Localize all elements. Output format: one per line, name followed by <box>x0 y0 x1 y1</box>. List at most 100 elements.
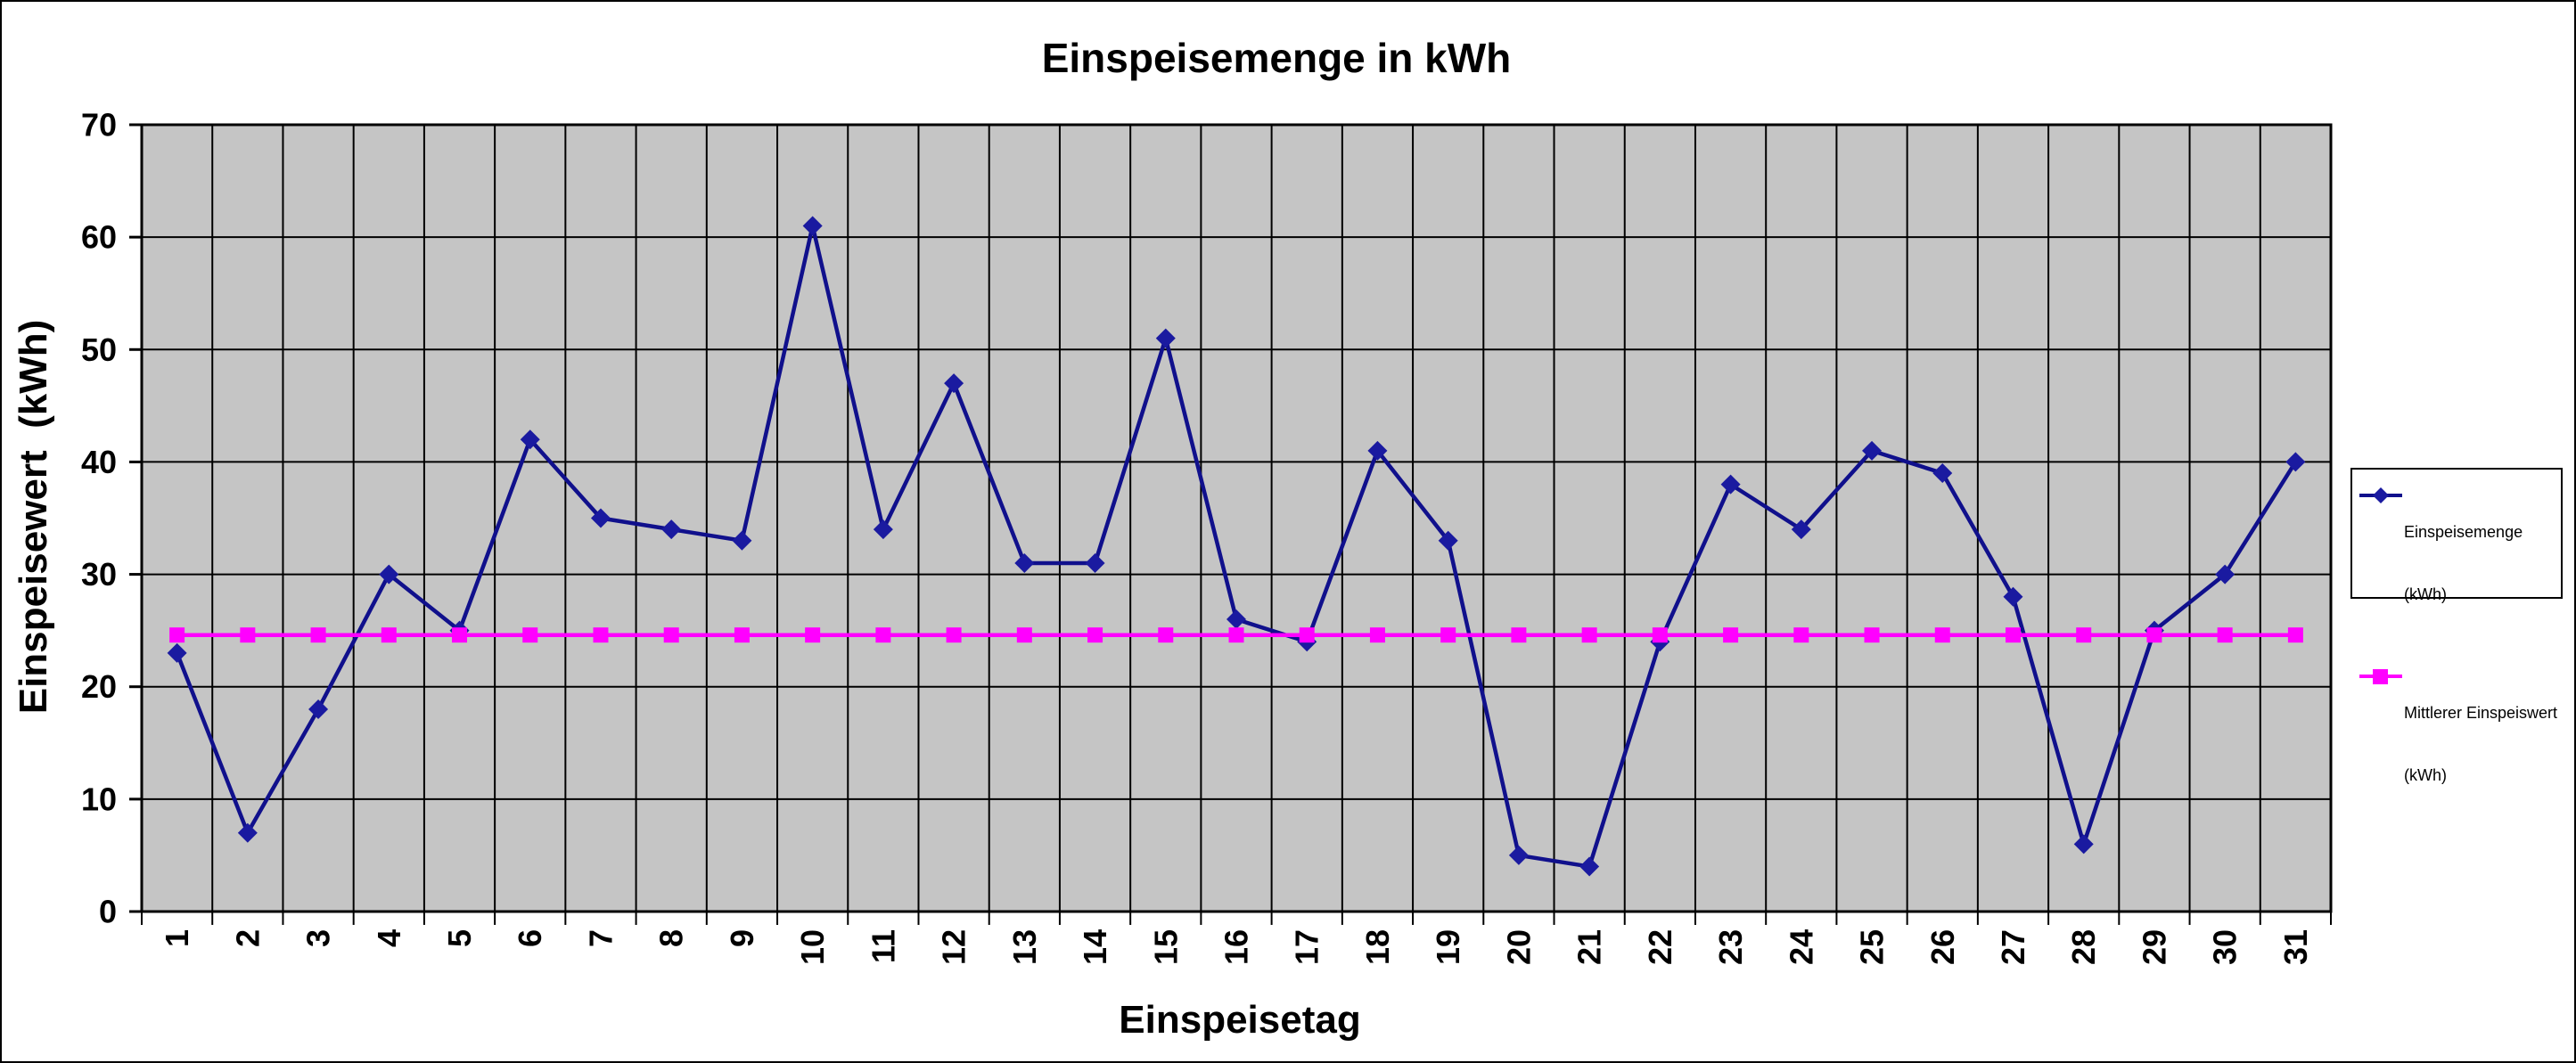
square-marker-icon <box>593 627 609 643</box>
x-tick-label: 25 <box>1854 929 1891 965</box>
diamond-marker-icon <box>944 373 964 394</box>
diamond-marker-icon <box>1508 845 1529 865</box>
y-tick-label: 60 <box>81 219 117 256</box>
diamond-marker-icon <box>1579 856 1600 877</box>
square-marker-icon <box>875 627 891 643</box>
legend-item-mittlerer-einspeiswert: Mittlerer Einspeiswert (kWh) <box>2358 661 2557 828</box>
diamond-marker-icon <box>1226 609 1246 630</box>
x-tick-label: 16 <box>1218 929 1255 965</box>
square-marker-icon <box>381 627 397 643</box>
legend-label-line2: (kWh) <box>2404 585 2447 603</box>
diamond-marker-icon <box>1932 463 1953 484</box>
square-marker-icon <box>522 627 538 643</box>
legend-label-line1: Einspeisemenge <box>2404 522 2523 541</box>
square-marker-icon <box>2146 627 2162 643</box>
square-marker-icon <box>310 627 326 643</box>
diamond-marker-icon <box>1085 552 1105 573</box>
square-marker-icon <box>1652 627 1668 643</box>
y-tick-label: 30 <box>81 556 117 593</box>
y-tick-label: 40 <box>81 444 117 480</box>
square-marker-icon <box>1299 627 1315 643</box>
diamond-marker-icon <box>520 429 540 450</box>
diamond-marker-icon <box>1720 474 1741 495</box>
y-tick-label: 0 <box>99 894 117 930</box>
square-marker-icon <box>805 627 821 643</box>
square-marker-icon <box>2217 627 2233 643</box>
square-marker-icon <box>1369 627 1385 643</box>
diamond-marker-icon <box>802 216 823 236</box>
legend-label: Mittlerer Einspeiswert (kWh) <box>2404 661 2557 828</box>
x-tick-label: 31 <box>2277 929 2314 965</box>
diamond-marker-icon <box>2215 564 2236 585</box>
y-tick-label: 50 <box>81 331 117 368</box>
diamond-marker-icon <box>732 530 752 551</box>
square-marker-icon <box>1793 627 1809 643</box>
square-marker-icon <box>663 627 679 643</box>
x-tick-label: 1 <box>159 929 195 947</box>
square-marker-icon <box>1723 627 1739 643</box>
x-axis-title: Einspeisetag <box>1119 998 1361 1042</box>
legend: Einspeisemenge (kWh) Mittlerer Einspeisw… <box>2350 468 2563 784</box>
diamond-marker-icon <box>308 699 329 719</box>
diamond-marker-icon <box>1014 552 1035 573</box>
x-tick-label: 14 <box>1077 929 1113 965</box>
diamond-marker-icon <box>1791 519 1811 540</box>
x-tick-label: 8 <box>653 929 690 947</box>
y-tick-label: 20 <box>81 668 117 705</box>
x-tick-label: 18 <box>1359 929 1396 965</box>
square-marker-icon <box>734 627 750 643</box>
x-tick-label: 4 <box>371 929 407 947</box>
x-tick-label: 23 <box>1712 929 1749 965</box>
x-tick-label: 19 <box>1430 929 1466 965</box>
square-marker-icon <box>1864 627 1880 643</box>
x-tick-label: 26 <box>1924 929 1961 965</box>
square-marker-icon <box>1158 627 1174 643</box>
diamond-marker-icon <box>2073 834 2094 854</box>
x-tick-label: 24 <box>1783 929 1819 965</box>
square-marker-icon <box>240 627 256 643</box>
y-tick-label: 70 <box>81 107 117 143</box>
x-tick-label: 2 <box>229 929 266 947</box>
einspeisemenge-series-swatch-icon <box>2359 487 2402 503</box>
chart-title: Einspeisemenge in kWh <box>1041 35 1512 81</box>
x-tick-label: 6 <box>512 929 548 947</box>
diamond-marker-icon <box>1367 440 1388 461</box>
square-marker-icon <box>2005 627 2021 643</box>
diamond-marker-icon <box>1862 440 1883 461</box>
plot-background <box>142 125 2331 912</box>
legend-label-line1: Mittlerer Einspeiswert <box>2404 703 2558 722</box>
diamond-marker-icon <box>2373 487 2389 503</box>
y-tick-label: 10 <box>81 781 117 817</box>
x-tick-label: 28 <box>2065 929 2102 965</box>
diamond-marker-icon <box>379 564 399 585</box>
plot-border <box>140 123 2333 913</box>
mittlerer-einspeiswert-series-swatch-icon <box>2359 669 2402 685</box>
x-tick-label: 13 <box>1006 929 1043 965</box>
legend-item-einspeisemenge: Einspeisemenge (kWh) <box>2358 480 2557 647</box>
x-tick-label: 12 <box>936 929 972 965</box>
square-marker-icon <box>452 627 468 643</box>
square-marker-icon <box>1016 627 1032 643</box>
square-marker-icon <box>1934 627 1950 643</box>
x-tick-label: 27 <box>1995 929 2031 965</box>
diamond-marker-icon <box>1438 530 1458 551</box>
square-marker-icon <box>946 627 962 643</box>
x-tick-label: 11 <box>865 929 901 963</box>
x-tick-label: 29 <box>2136 929 2172 965</box>
x-tick-label: 21 <box>1571 929 1608 965</box>
diamond-marker-icon <box>2003 586 2023 607</box>
legend-label-line2: (kWh) <box>2404 766 2447 785</box>
x-tick-label: 7 <box>582 929 619 947</box>
square-marker-icon <box>1581 627 1597 643</box>
diamond-marker-icon <box>590 508 611 528</box>
square-marker-icon <box>1440 627 1456 643</box>
legend-label: Einspeisemenge (kWh) <box>2404 480 2523 647</box>
square-marker-icon <box>2287 627 2303 643</box>
x-tick-label: 30 <box>2207 929 2244 965</box>
x-tick-label: 9 <box>724 929 760 947</box>
x-tick-label: 15 <box>1147 929 1184 965</box>
square-marker-icon <box>1228 627 1244 643</box>
square-marker-icon <box>2373 669 2388 685</box>
